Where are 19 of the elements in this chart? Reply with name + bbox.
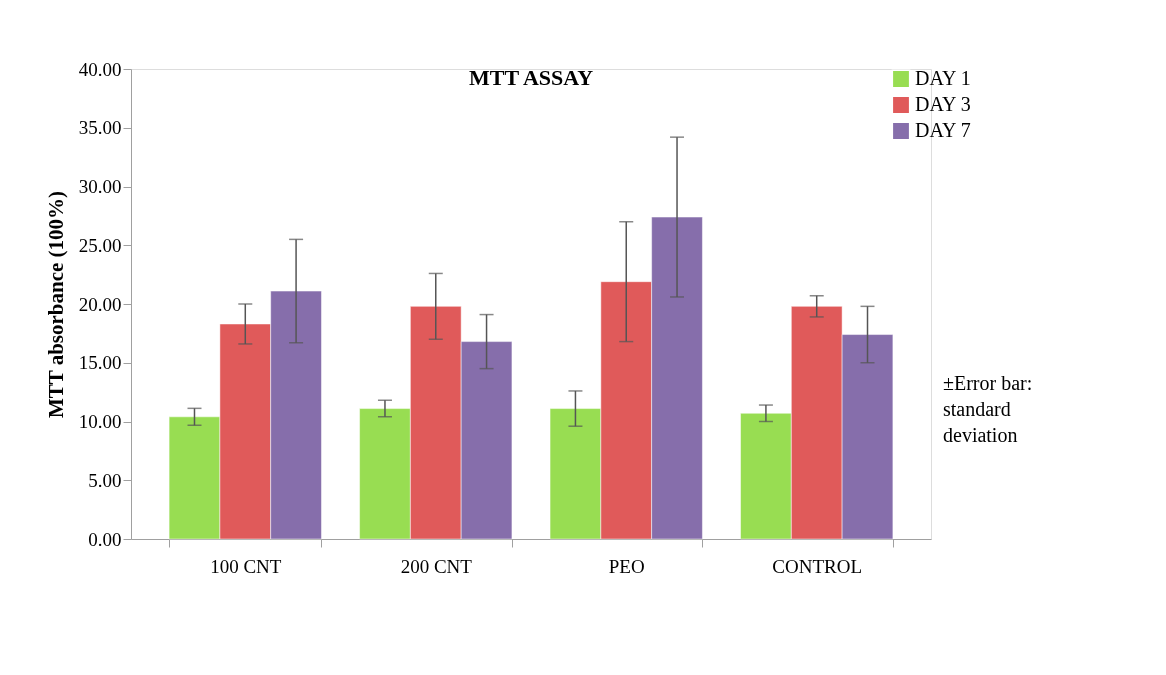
y-tick-label: 40.00 bbox=[78, 58, 122, 80]
x-tick-label: 100 CNT bbox=[210, 555, 282, 577]
chart-title: MTT ASSAY bbox=[468, 65, 594, 90]
x-tick-label: CONTROL bbox=[772, 555, 863, 577]
y-tick-label: 30.00 bbox=[78, 176, 122, 197]
legend-label: DAY 1 bbox=[915, 67, 971, 89]
y-tick-label: 25.00 bbox=[78, 234, 122, 256]
text: ±Error bar: standard deviation bbox=[943, 372, 1033, 446]
y-tick-label: 5.00 bbox=[88, 469, 122, 491]
legend-label: DAY 3 bbox=[915, 93, 971, 115]
y-axis-title: MTT absorbance (100%) bbox=[43, 190, 68, 419]
y-tick-label: 20.00 bbox=[78, 293, 122, 315]
y-tick-label: 15.00 bbox=[78, 352, 122, 374]
y-tick-label: 0.00 bbox=[88, 528, 122, 550]
x-tick-label: PEO bbox=[608, 555, 645, 577]
y-tick-label: 10.00 bbox=[78, 411, 122, 432]
x-tick-label: 200 CNT bbox=[400, 555, 473, 577]
legend-label: DAY 7 bbox=[915, 119, 971, 141]
y-tick-label: 35.00 bbox=[78, 117, 122, 139]
